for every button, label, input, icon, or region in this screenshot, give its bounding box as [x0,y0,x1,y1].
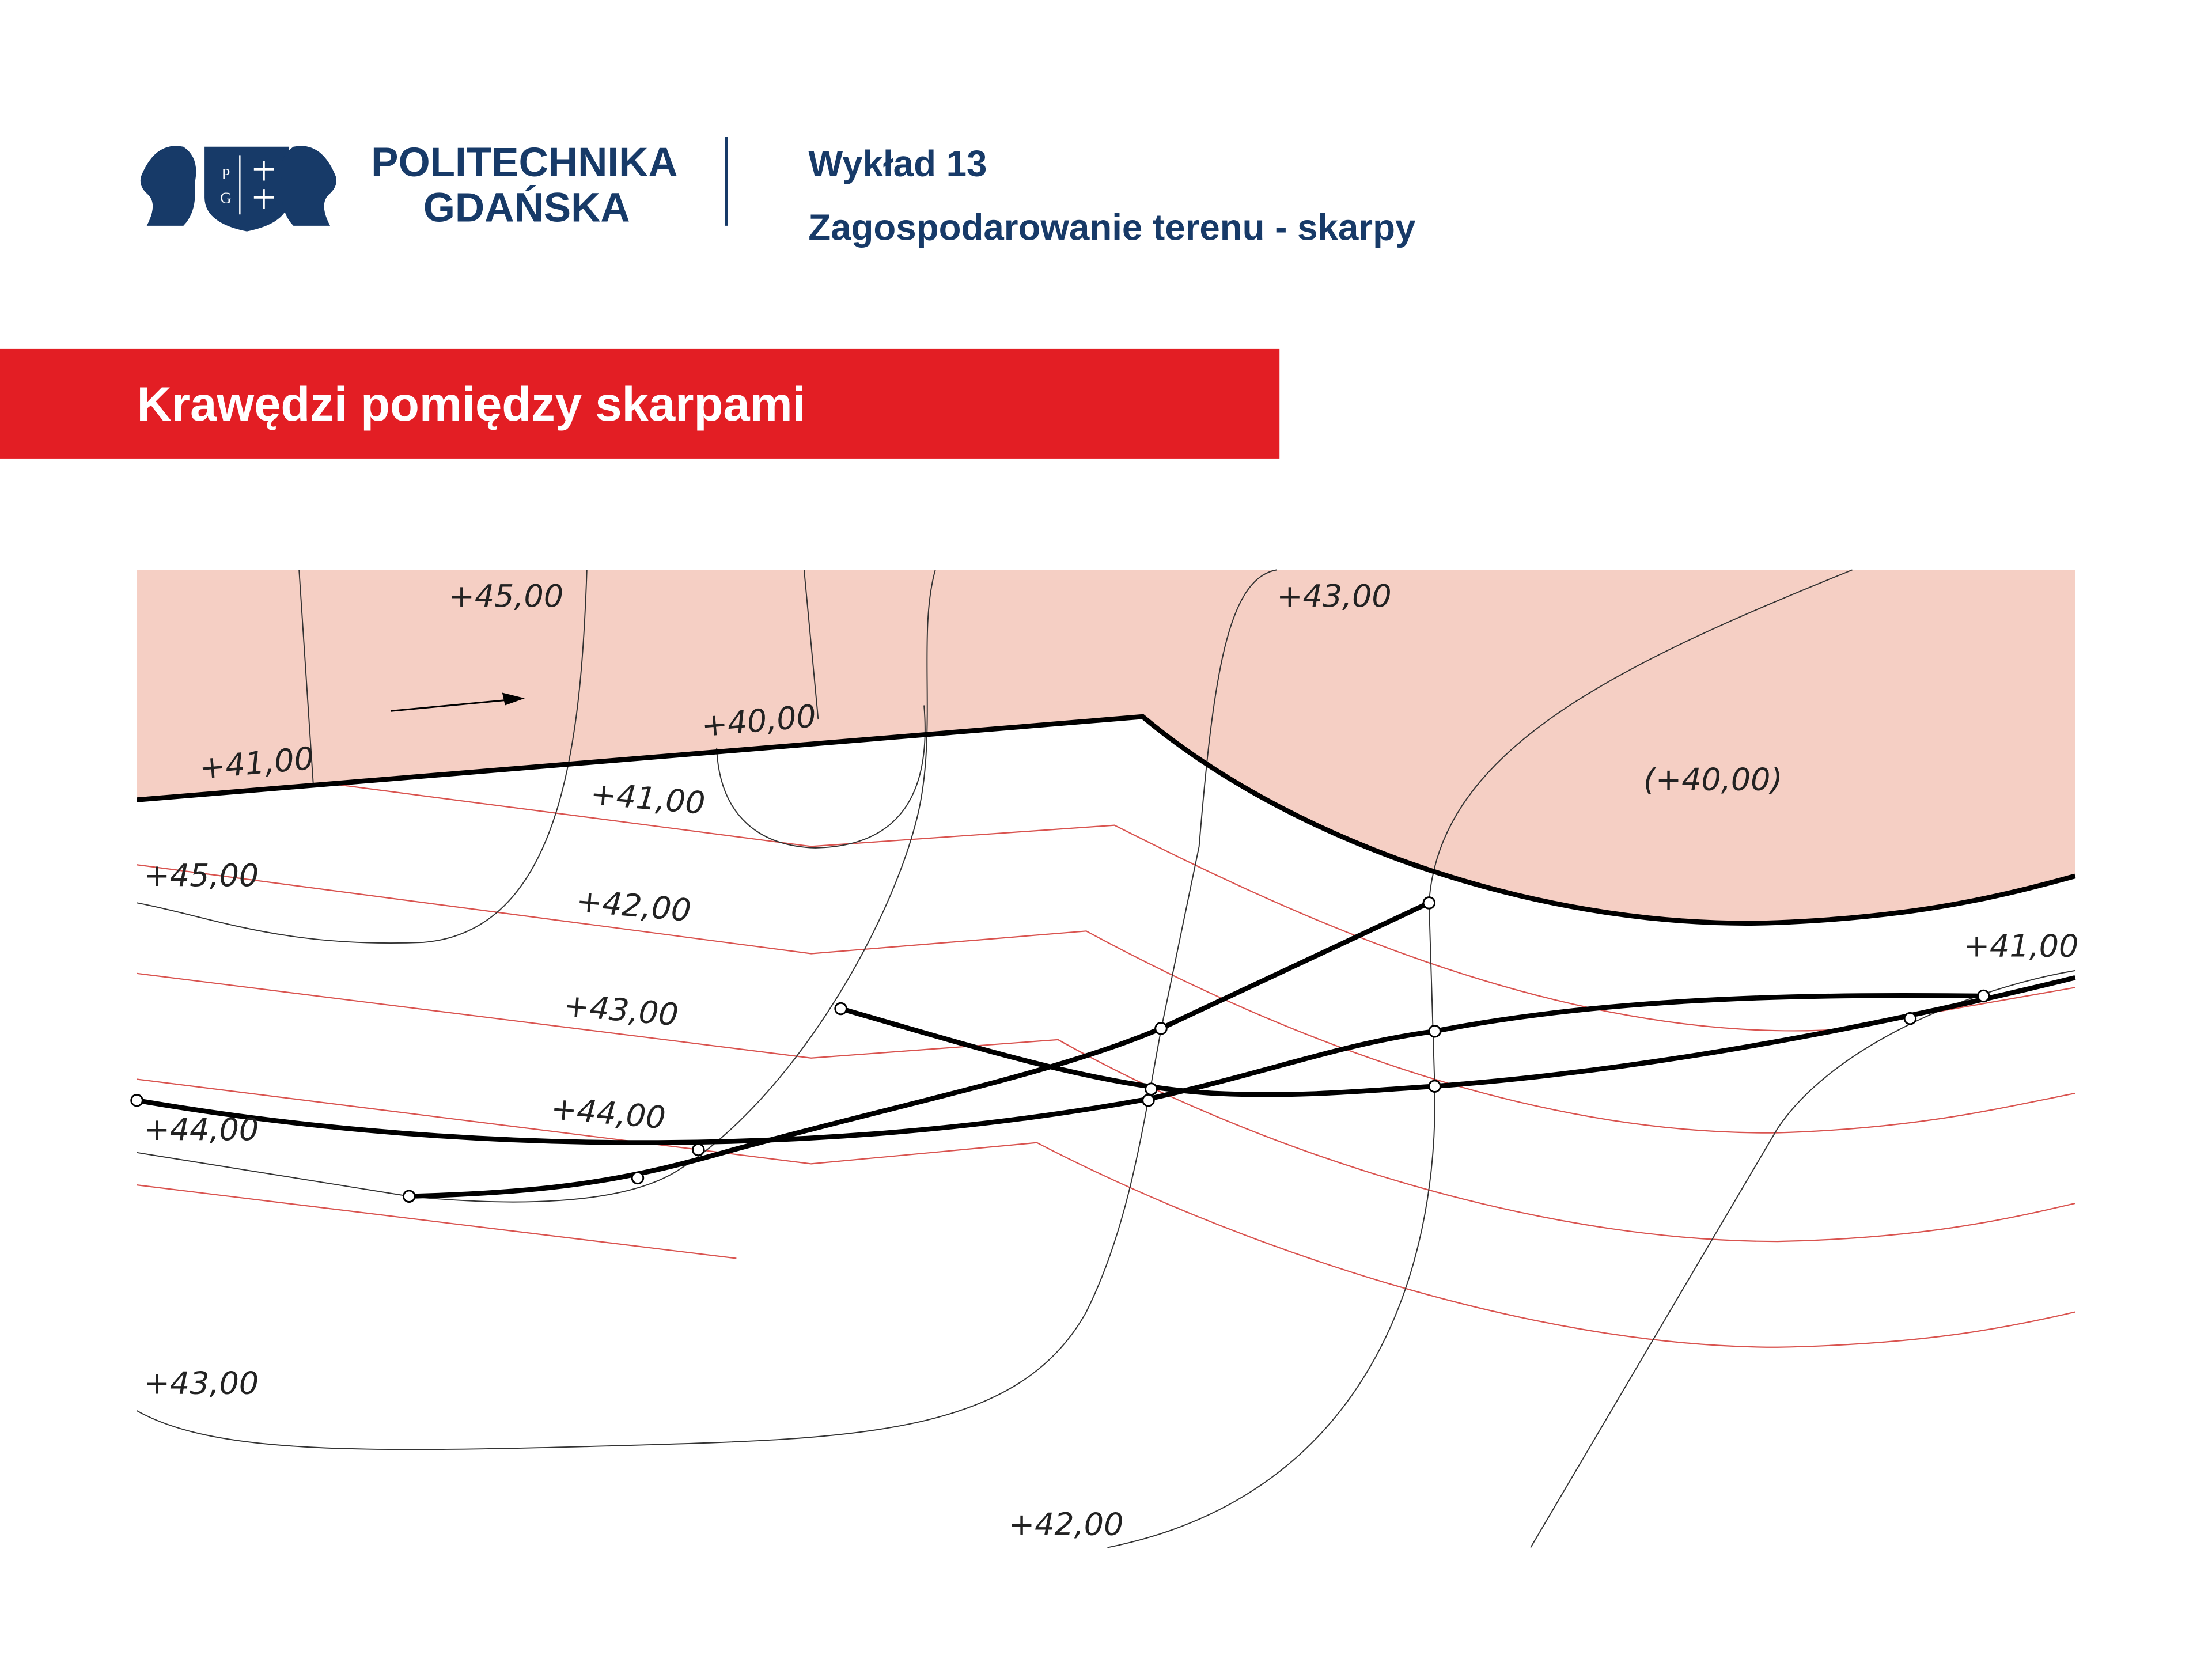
elevation-label: +43,00 [1277,578,1391,614]
logo: P G POLITECHNIKA GDAŃSKA [140,140,678,232]
contour [298,570,314,783]
intersection-point [1903,1012,1917,1025]
elevation-label: +45,00 [449,578,563,614]
elevation-label: +42,00 [575,882,692,929]
intersection-point [631,1171,645,1185]
contour-red [137,1078,2075,1348]
contour [1530,969,2075,1548]
section-band [0,348,1280,459]
logo-crosses [253,161,274,209]
elevation-label: +44,00 [144,1111,259,1147]
points [130,896,1990,1203]
contour [137,569,1277,1450]
intersection-point [1422,896,1436,910]
contour [803,570,819,720]
intersection-point [834,1002,847,1016]
elevation-label: +41,00 [1964,927,2078,964]
intersection-point [1428,1024,1441,1038]
elevation-label: +45,00 [144,857,259,893]
excavation-edge [137,714,2076,926]
slope-edge [136,993,1984,1145]
section-title: Krawędzi pomiędzy skarpami [137,377,806,431]
elevation-label: (+40,00) [1643,761,1782,797]
logo-lion-left [140,146,196,226]
logo-name: GDAŃSKA [423,185,630,230]
elevation-label: +44,00 [550,1090,667,1136]
slope-edge [840,975,2076,1097]
arrow-head [502,692,525,706]
intersection-point [402,1190,416,1203]
contour-red [137,864,2075,1134]
diagram: +45,00 +43,00 +40,00 +41,00 (+40,00) +41… [130,569,2078,1548]
contour [137,570,588,944]
elevation-label: +43,00 [144,1365,259,1402]
intersection-point [130,1093,143,1107]
contour [137,570,936,1203]
logo-shield [204,146,290,232]
lecture-subtitle: Zagospodarowanie terenu - skarpy [808,207,1416,248]
logo-name: POLITECHNIKA [371,140,678,185]
contour-red [137,972,2075,1243]
intersection-point [1145,1082,1158,1096]
logo-letter: G [220,190,231,207]
excavation-area [137,570,2075,923]
contour-red [324,782,2075,1032]
logo-letter: P [221,165,230,183]
intersection-point [1154,1022,1168,1035]
intersection-point [1977,989,1990,1003]
intersection-point [691,1143,705,1157]
intersection-point [1142,1093,1155,1107]
elevation-label: +42,00 [1009,1506,1123,1542]
contour-red [137,1184,737,1259]
logo-lion-right [281,146,336,226]
elevation-label: +41,00 [589,775,707,821]
elevation-label: +43,00 [562,987,680,1033]
slope-edge [409,900,1430,1199]
contour [716,705,926,849]
arrow [391,699,511,712]
lecture-number: Wykład 13 [808,143,987,184]
intersection-point [1428,1080,1441,1093]
